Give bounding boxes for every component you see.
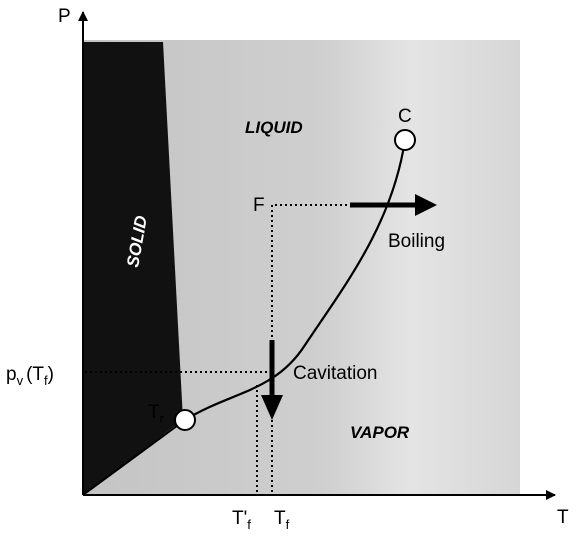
vapor-label: VAPOR: [350, 423, 410, 442]
f-label: F: [253, 195, 265, 216]
tprime-label: T'f: [232, 508, 251, 532]
solid-region: [83, 42, 183, 495]
liquid-label: LIQUID: [245, 118, 303, 137]
tprime-sub: f: [247, 517, 251, 532]
sublimation-curve: [82, 419, 186, 496]
pv-tsub: f: [44, 373, 48, 388]
cavitation-arrowhead: [261, 395, 283, 420]
critical-point: [394, 129, 416, 151]
boiling-arrowhead: [415, 194, 437, 216]
critical-label: C: [398, 106, 412, 127]
y-axis-label: P: [58, 6, 71, 27]
pv-close: ): [48, 364, 54, 385]
tprime-main: T': [232, 508, 247, 529]
pv-label: pv (Tf): [6, 364, 54, 388]
tf-main: T: [274, 508, 286, 529]
tf-sub: f: [286, 517, 290, 532]
x-axis-label: T: [557, 507, 569, 528]
cavitation-label: Cavitation: [293, 363, 378, 384]
tf-label: Tf: [274, 508, 290, 532]
boiling-label: Boiling: [388, 231, 445, 252]
triple-point: [174, 409, 196, 431]
triple-main: T: [148, 402, 160, 423]
pv-p: p: [6, 364, 17, 385]
triple-sub: r: [160, 411, 165, 426]
pv-open: (T: [26, 364, 44, 385]
triple-label: Tr: [148, 402, 165, 426]
pv-sub: v: [17, 373, 24, 388]
